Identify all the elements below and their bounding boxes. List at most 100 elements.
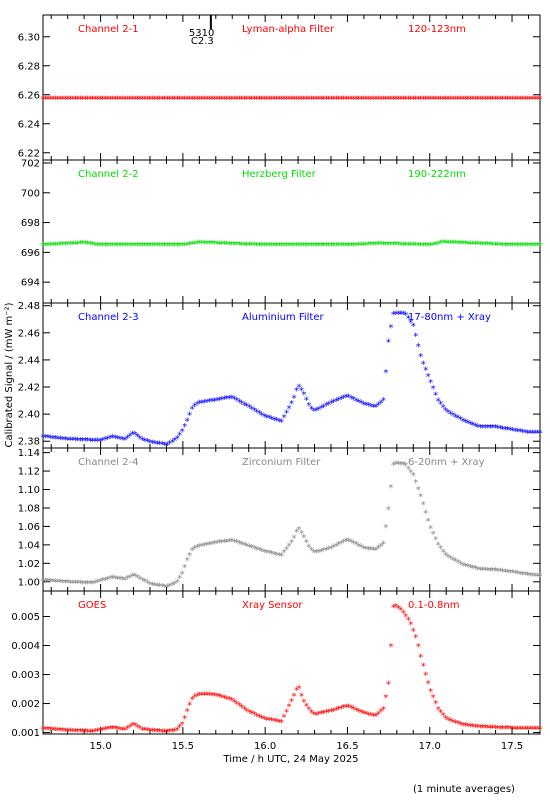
data-point: * <box>426 679 431 690</box>
data-point: * <box>172 241 177 252</box>
data-point: * <box>100 436 105 447</box>
data-point: * <box>224 694 229 705</box>
data-point: * <box>396 309 401 320</box>
data-point: * <box>448 239 453 250</box>
data-point: * <box>354 396 359 407</box>
data-point: * <box>80 436 85 447</box>
data-point: * <box>530 95 535 106</box>
data-point: * <box>202 95 207 106</box>
data-point: * <box>172 580 177 591</box>
y-tick-label: 702 <box>21 158 40 169</box>
data-point: * <box>341 241 346 252</box>
data-point: * <box>321 95 326 106</box>
data-point: * <box>478 723 483 734</box>
data-point: * <box>207 691 212 702</box>
y-tick-label: 6.22 <box>18 148 40 159</box>
data-point: * <box>495 424 500 435</box>
data-point: * <box>105 241 110 252</box>
data-point: * <box>468 95 473 106</box>
data-point: * <box>254 545 259 556</box>
data-point: * <box>244 95 249 106</box>
data-point: * <box>58 726 63 737</box>
data-point: * <box>175 725 180 736</box>
data-point: * <box>289 399 294 410</box>
data-point: * <box>346 536 351 547</box>
band-label: 17-80nm + Xray <box>408 312 491 323</box>
data-point: * <box>130 571 135 582</box>
data-point: * <box>200 542 205 553</box>
data-point: * <box>361 240 366 251</box>
data-point: * <box>416 241 421 252</box>
data-point: * <box>115 95 120 106</box>
data-point: * <box>324 95 329 106</box>
data-point: * <box>403 612 408 623</box>
data-point: * <box>135 432 140 443</box>
data-point: * <box>212 239 217 250</box>
data-point: * <box>366 710 371 721</box>
data-point: * <box>530 241 535 252</box>
data-point: * <box>453 718 458 729</box>
data-point: * <box>359 241 364 252</box>
data-point: * <box>523 241 528 252</box>
data-point: * <box>88 579 93 590</box>
data-point: * <box>289 697 294 708</box>
data-point: * <box>132 95 137 106</box>
data-point: * <box>232 698 237 709</box>
data-point: * <box>364 95 369 106</box>
data-point: * <box>187 701 192 712</box>
data-point: * <box>105 95 110 106</box>
data-point: * <box>113 95 118 106</box>
data-point: * <box>192 95 197 106</box>
data-point: * <box>222 395 227 406</box>
data-point: * <box>366 95 371 106</box>
panel-2: 694 696 698 700 702 Channel 2-2 Herzberg Filte… <box>21 158 543 304</box>
data-point: * <box>296 382 301 393</box>
data-point: * <box>401 95 406 106</box>
data-point: * <box>503 95 508 106</box>
filter-label: Herzberg Filter <box>242 169 317 180</box>
data-point: * <box>272 95 277 106</box>
data-point: * <box>180 720 185 731</box>
data-point: * <box>145 579 150 590</box>
data-point: * <box>523 725 528 736</box>
data-point: * <box>331 706 336 717</box>
data-point: * <box>227 240 232 251</box>
y-tick-label: 6.24 <box>18 119 40 130</box>
data-point: * <box>408 241 413 252</box>
data-point: * <box>319 95 324 106</box>
y-tick-label: 1.14 <box>18 448 40 459</box>
data-point: * <box>296 525 301 536</box>
data-point: * <box>500 95 505 106</box>
data-point: * <box>421 662 426 673</box>
data-point: * <box>65 578 70 589</box>
data-point: * <box>212 396 217 407</box>
data-point: * <box>331 241 336 252</box>
data-point: * <box>478 95 483 106</box>
data-point: * <box>247 542 252 553</box>
data-point: * <box>324 241 329 252</box>
data-point: * <box>105 575 110 586</box>
data-point: * <box>344 95 349 106</box>
data-point: * <box>200 690 205 701</box>
data-point: * <box>299 241 304 252</box>
data-point: * <box>108 574 113 585</box>
data-point: * <box>150 438 155 449</box>
data-point: * <box>361 95 366 106</box>
data-point: * <box>175 578 180 589</box>
data-point: * <box>259 713 264 724</box>
data-point: * <box>291 95 296 106</box>
data-point: * <box>451 411 456 422</box>
data-point: * <box>93 727 98 738</box>
data-point: * <box>378 95 383 106</box>
data-point: * <box>234 240 239 251</box>
data-point: * <box>468 420 473 431</box>
data-point: * <box>200 95 205 106</box>
data-point: * <box>433 535 438 546</box>
data-point: * <box>284 409 289 420</box>
filter-label: Aluminium Filter <box>242 312 325 323</box>
data-point: * <box>68 435 73 446</box>
data-point: * <box>73 727 78 738</box>
band-label: 6-20nm + Xray <box>408 457 485 468</box>
data-point: * <box>329 241 334 252</box>
